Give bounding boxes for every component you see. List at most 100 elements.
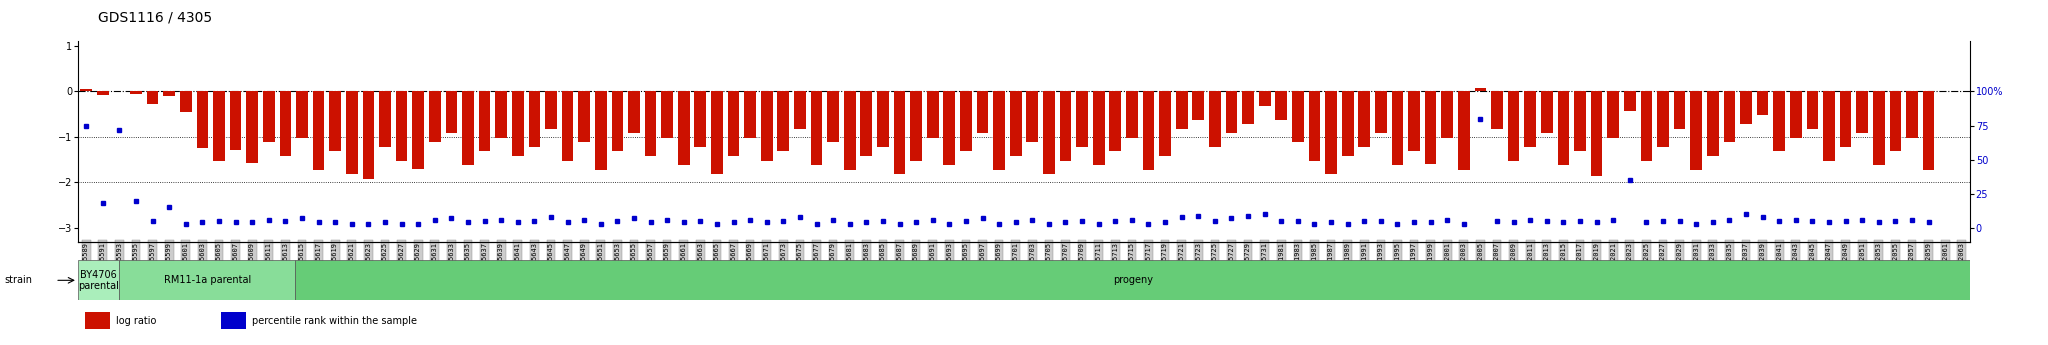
Bar — [1276, 91, 1286, 120]
Bar — [412, 91, 424, 169]
Bar — [844, 91, 856, 170]
Text: log ratio: log ratio — [117, 316, 156, 326]
Bar — [711, 91, 723, 174]
Bar — [428, 91, 440, 142]
Bar — [1640, 91, 1653, 160]
Bar — [645, 91, 655, 156]
Bar — [1358, 91, 1370, 147]
Bar — [1657, 91, 1669, 147]
Bar — [877, 91, 889, 147]
Bar — [1292, 91, 1305, 142]
Bar — [1575, 91, 1585, 151]
Bar — [1260, 91, 1270, 106]
Bar — [279, 91, 291, 156]
Bar — [1475, 88, 1487, 91]
Bar — [961, 91, 971, 151]
Bar — [1159, 91, 1171, 156]
Bar — [1839, 91, 1851, 147]
Bar — [1507, 91, 1520, 160]
Bar — [1741, 91, 1751, 124]
Bar — [1341, 91, 1354, 156]
Bar — [1559, 91, 1569, 165]
Bar — [1374, 91, 1386, 133]
FancyBboxPatch shape — [78, 260, 119, 300]
Text: percentile rank within the sample: percentile rank within the sample — [252, 316, 418, 326]
Bar — [1042, 91, 1055, 174]
Bar — [1176, 91, 1188, 129]
Bar — [944, 91, 954, 165]
Bar — [84, 312, 111, 329]
Bar — [164, 91, 174, 96]
Bar — [1774, 91, 1786, 151]
Bar — [1243, 91, 1253, 124]
Bar — [180, 91, 193, 112]
Bar — [629, 91, 639, 133]
Bar — [262, 91, 274, 142]
Bar — [147, 91, 158, 104]
Bar — [1026, 91, 1038, 142]
Bar — [1094, 91, 1104, 165]
Bar — [330, 91, 340, 151]
Bar — [1309, 91, 1321, 160]
Bar — [1010, 91, 1022, 156]
Bar — [1540, 91, 1552, 133]
Bar — [1890, 91, 1901, 151]
Bar — [762, 91, 772, 160]
Bar — [678, 91, 690, 165]
Bar — [1806, 91, 1819, 129]
Bar — [1790, 91, 1802, 138]
Bar — [1393, 91, 1403, 165]
Bar — [496, 91, 508, 138]
Bar — [1126, 91, 1139, 138]
Bar — [860, 91, 872, 156]
Bar — [778, 91, 788, 151]
Bar — [512, 91, 524, 156]
Bar — [1923, 91, 1935, 170]
Text: strain: strain — [4, 275, 33, 285]
Bar — [1690, 91, 1702, 170]
Bar — [221, 312, 246, 329]
Bar — [1757, 91, 1769, 115]
Bar — [1442, 91, 1454, 138]
Bar — [694, 91, 707, 147]
Text: BY4706
parental: BY4706 parental — [78, 269, 119, 291]
Bar — [479, 91, 489, 151]
Bar — [1624, 91, 1636, 110]
Bar — [463, 91, 473, 165]
Bar — [1059, 91, 1071, 160]
FancyBboxPatch shape — [119, 260, 295, 300]
Bar — [727, 91, 739, 156]
Bar — [1673, 91, 1686, 129]
Bar — [96, 91, 109, 95]
Bar — [1425, 91, 1436, 164]
Bar — [561, 91, 573, 160]
FancyBboxPatch shape — [295, 260, 1970, 300]
Bar — [1855, 91, 1868, 133]
Bar — [229, 91, 242, 150]
Bar — [379, 91, 391, 147]
Bar — [743, 91, 756, 138]
Bar — [1325, 91, 1337, 174]
Bar — [928, 91, 938, 138]
Bar — [795, 91, 805, 129]
Bar — [1724, 91, 1735, 142]
Bar — [1208, 91, 1221, 147]
Bar — [1458, 91, 1470, 170]
Bar — [1077, 91, 1087, 147]
Bar — [811, 91, 823, 165]
Bar — [213, 91, 225, 160]
Text: RM11-1a parental: RM11-1a parental — [164, 275, 252, 285]
Bar — [578, 91, 590, 142]
Bar — [1907, 91, 1917, 138]
Bar — [662, 91, 674, 138]
Bar — [1591, 91, 1602, 176]
Bar — [1491, 91, 1503, 129]
Bar — [1409, 91, 1419, 151]
Bar — [545, 91, 557, 129]
Bar — [594, 91, 606, 170]
Bar — [246, 91, 258, 163]
Bar — [1608, 91, 1620, 138]
Bar — [1225, 91, 1237, 133]
Bar — [1874, 91, 1884, 165]
Bar — [313, 91, 324, 170]
